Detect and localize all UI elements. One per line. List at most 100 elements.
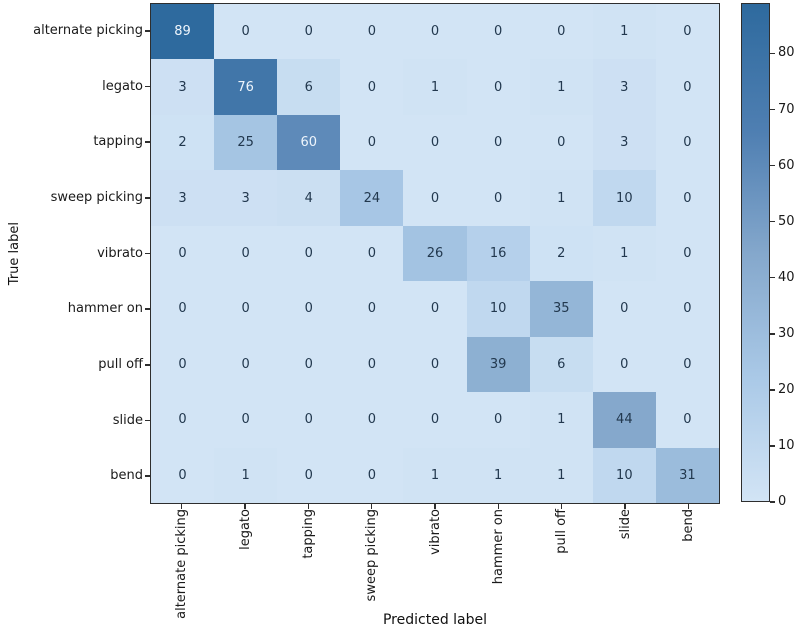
y-tick-label: legato	[102, 78, 143, 94]
y-tick-label: alternate picking	[33, 22, 143, 38]
heatmap-cell: 0	[214, 4, 278, 60]
heatmap-cell: 0	[340, 114, 404, 171]
heatmap-cell: 0	[592, 336, 656, 393]
heatmap-cell: 31	[655, 447, 719, 503]
heatmap-cell: 0	[403, 392, 467, 448]
heatmap-cell: 0	[403, 114, 467, 171]
heatmap-cell: 0	[151, 336, 215, 393]
y-axis-tick	[145, 141, 150, 143]
heatmap-cell: 10	[592, 447, 656, 503]
x-tick-label-wrap: slide	[615, 509, 635, 539]
heatmap-cell: 0	[277, 281, 341, 337]
heatmap-cell: 0	[529, 114, 593, 171]
y-tick-label: pull off	[98, 356, 143, 372]
x-tick-label: vibrato	[427, 509, 443, 555]
heatmap-cell: 0	[340, 281, 404, 337]
colorbar-tick	[770, 389, 775, 391]
heatmap-cell: 0	[277, 392, 341, 448]
heatmap-cell: 0	[655, 336, 719, 393]
colorbar-tick	[770, 333, 775, 335]
heatmap-cell: 2	[151, 114, 215, 171]
colorbar-tick	[770, 52, 775, 55]
heatmap-cell: 6	[529, 336, 593, 393]
heatmap-cell: 0	[655, 114, 719, 171]
heatmap-cell: 0	[277, 336, 341, 393]
colorbar-tick-label: 30	[778, 325, 795, 341]
heatmap-cell: 0	[214, 225, 278, 282]
heatmap-cell: 3	[214, 170, 278, 226]
x-tick-label: bend	[680, 509, 696, 542]
colorbar-tick	[770, 108, 775, 111]
heatmap-cell: 0	[403, 4, 467, 60]
heatmap-cell: 1	[529, 392, 593, 448]
colorbar-tick-label: 70	[778, 101, 795, 117]
x-axis-tick	[560, 504, 563, 509]
heatmap-cell: 0	[151, 281, 215, 337]
heatmap-cell: 0	[214, 336, 278, 393]
y-tick-label: sweep picking	[50, 189, 143, 205]
heatmap-cell: 0	[655, 4, 719, 60]
heatmap-cell: 0	[403, 170, 467, 226]
heatmap-cell: 2	[529, 225, 593, 282]
heatmap-cell: 0	[340, 4, 404, 60]
heatmap-cell: 0	[655, 59, 719, 115]
heatmap-cell: 0	[277, 4, 341, 60]
colorbar-tick-label: 80	[778, 45, 795, 61]
x-tick-label: alternate picking	[174, 509, 190, 619]
x-axis-title: Predicted label	[382, 612, 488, 628]
heatmap-cell: 10	[592, 170, 656, 226]
heatmap-cell: 44	[592, 392, 656, 448]
heatmap-cell: 6	[277, 59, 341, 115]
heatmap-cell: 3	[151, 59, 215, 115]
heatmap-cell: 0	[151, 225, 215, 282]
heatmap-grid: 89 0 0 0 0 0 0 1 0 3 76 6 0 1 0 1 3 0 2 25 60 0 0 0 0 3 0 3 3 4 24 0 0 1 1…	[150, 3, 720, 504]
x-axis-tick	[307, 504, 310, 509]
heatmap-cell: 39	[466, 336, 530, 393]
heatmap-cell: 0	[340, 59, 404, 115]
colorbar-tick	[770, 276, 775, 279]
x-axis-tick	[624, 504, 626, 509]
heatmap-cell: 0	[340, 225, 404, 282]
x-tick-label-wrap: tapping	[298, 509, 318, 559]
heatmap-cell: 0	[655, 170, 719, 226]
y-tick-label: slide	[112, 412, 143, 428]
heatmap-cell: 1	[403, 447, 467, 503]
x-tick-label-wrap: hammer on	[488, 509, 508, 584]
y-tick-label: bend	[110, 468, 143, 484]
x-tick-label: slide	[617, 509, 633, 540]
colorbar-tick	[770, 164, 775, 167]
heatmap-cell: 0	[340, 447, 404, 503]
heatmap-cell: 60	[277, 114, 341, 171]
heatmap-cell: 26	[403, 225, 467, 282]
y-tick-label: tapping	[93, 134, 143, 150]
y-axis-tick	[145, 197, 150, 199]
heatmap-cell: 76	[214, 59, 278, 115]
heatmap-cell: 1	[466, 447, 530, 503]
x-axis-tick	[180, 504, 183, 509]
y-tick-label: hammer on	[67, 301, 143, 317]
heatmap-cell: 10	[466, 281, 530, 337]
x-tick-label: hammer on	[490, 509, 506, 585]
y-axis-tick	[145, 30, 150, 32]
x-axis-tick	[687, 504, 690, 509]
colorbar	[741, 3, 770, 502]
heatmap-cell: 0	[592, 281, 656, 337]
heatmap-cell: 0	[151, 392, 215, 448]
heatmap-cell: 1	[214, 447, 278, 503]
heatmap-cell: 1	[592, 4, 656, 60]
colorbar-tick-label: 20	[778, 381, 795, 397]
y-axis-tick	[145, 252, 150, 255]
x-tick-label-wrap: pull off	[552, 509, 572, 554]
heatmap-cell: 3	[592, 114, 656, 171]
colorbar-tick-label: 10	[778, 437, 795, 453]
heatmap-cell: 0	[340, 392, 404, 448]
heatmap-cell: 1	[529, 170, 593, 226]
x-tick-label-wrap: legato	[235, 509, 255, 550]
y-axis-tick	[145, 364, 150, 366]
heatmap-cell: 25	[214, 114, 278, 171]
y-axis-tick	[145, 419, 150, 422]
colorbar-tick	[770, 501, 775, 503]
heatmap-cell: 0	[655, 392, 719, 448]
heatmap-cell: 0	[466, 392, 530, 448]
